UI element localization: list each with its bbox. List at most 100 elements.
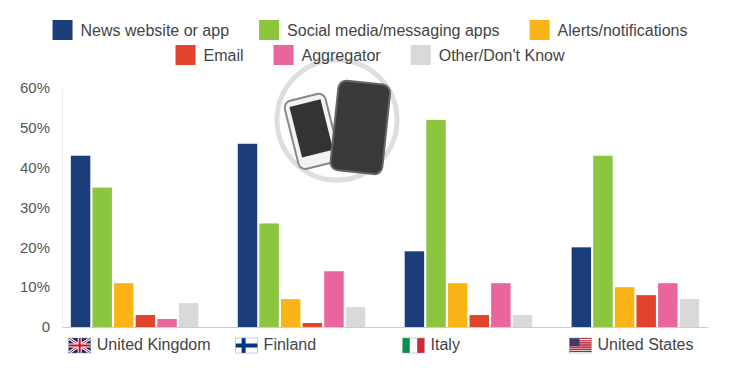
y-tick-label: 50% xyxy=(20,119,50,136)
legend-swatch xyxy=(53,20,73,40)
icon-phone-front xyxy=(330,80,391,175)
legend-label: Other/Don't Know xyxy=(439,47,565,64)
legend-swatch xyxy=(176,45,196,65)
legend-swatch xyxy=(411,45,431,65)
x-tick: United Kingdom xyxy=(69,327,211,353)
x-tick-label: United States xyxy=(597,336,693,353)
flag-part xyxy=(410,338,417,353)
flag-border xyxy=(69,338,91,353)
flag-part xyxy=(236,344,258,348)
bars xyxy=(71,120,699,327)
bar xyxy=(238,144,257,327)
y-tick: 50% xyxy=(20,119,62,136)
legend-item: News website or app xyxy=(53,20,230,40)
flag-border xyxy=(403,338,425,353)
bar xyxy=(303,323,322,327)
bar xyxy=(136,315,155,327)
flag-part xyxy=(569,351,591,352)
bar xyxy=(259,223,278,327)
flag-part xyxy=(69,345,91,347)
phone-icon xyxy=(277,60,397,180)
legend-label: Aggregator xyxy=(302,47,382,64)
flag-part xyxy=(569,347,591,348)
bar-series xyxy=(136,295,656,327)
flag-part xyxy=(236,338,258,353)
legend: News website or app Social media/messagin… xyxy=(53,20,688,65)
x-tick-label: United Kingdom xyxy=(97,336,211,353)
bar-series xyxy=(179,299,699,327)
flag-part xyxy=(69,338,91,353)
bar xyxy=(92,188,111,327)
x-axis-line xyxy=(63,327,709,328)
flag-part xyxy=(69,338,91,353)
icon-screen-back xyxy=(289,99,333,157)
y-tick-label: 10% xyxy=(20,278,50,295)
legend-item: Other/Don't Know xyxy=(411,45,565,65)
flag-part xyxy=(403,338,410,353)
y-tick-label: 30% xyxy=(20,199,50,216)
y-axis-line xyxy=(62,89,63,328)
bar xyxy=(470,315,489,327)
bar xyxy=(281,299,300,327)
y-axis: 0 10% 20% 30% 40% 50% 60% xyxy=(20,79,63,335)
legend-label: News website or app xyxy=(81,22,230,39)
y-tick: 60% xyxy=(20,79,62,96)
y-tick: 0 xyxy=(42,318,62,335)
legend-swatch xyxy=(530,20,550,40)
bar xyxy=(324,271,343,327)
y-tick: 30% xyxy=(20,199,62,216)
bar xyxy=(179,303,198,327)
flag xyxy=(69,338,91,353)
y-tick-label: 60% xyxy=(20,79,50,96)
x-tick: Finland xyxy=(236,327,316,353)
flag xyxy=(236,338,258,353)
flag-border xyxy=(569,338,591,353)
bar xyxy=(448,283,467,327)
bar xyxy=(491,283,510,327)
legend-label: Social media/messaging apps xyxy=(287,22,500,39)
legend-item: Social media/messaging apps xyxy=(259,20,500,40)
flag-part xyxy=(69,338,91,353)
flag-part xyxy=(569,347,591,348)
bar xyxy=(615,287,634,327)
flag-part xyxy=(569,351,591,352)
x-tick-label: Italy xyxy=(431,336,460,353)
bar-series xyxy=(71,144,591,327)
y-tick-label: 40% xyxy=(20,159,50,176)
bar xyxy=(658,283,677,327)
flag-part xyxy=(569,338,579,346)
bar xyxy=(346,307,365,327)
bar xyxy=(71,156,90,327)
bar xyxy=(680,299,699,327)
flag-part xyxy=(569,349,591,350)
flag xyxy=(403,338,425,353)
flag-border xyxy=(236,338,258,353)
legend-item: Email xyxy=(176,45,244,65)
flag-part xyxy=(569,349,591,350)
x-tick-label: Finland xyxy=(264,336,316,353)
legend-label: Alerts/notifications xyxy=(558,22,688,39)
chart: 0 10% 20% 30% 40% 50% 60% United Kingdom Finland… xyxy=(0,0,740,389)
bar xyxy=(572,247,591,327)
bar xyxy=(636,295,655,327)
bar xyxy=(426,120,445,327)
flag xyxy=(569,338,591,353)
y-tick: 10% xyxy=(20,278,62,295)
bar xyxy=(405,251,424,327)
legend-item: Aggregator xyxy=(274,45,382,65)
bar xyxy=(513,315,532,327)
x-tick: Italy xyxy=(403,327,469,353)
bar-series xyxy=(157,271,677,327)
bar-series xyxy=(92,120,612,327)
flag-part xyxy=(417,338,424,353)
legend-item: Alerts/notifications xyxy=(530,20,688,40)
y-tick: 20% xyxy=(20,239,62,256)
x-tick: United States xyxy=(569,327,693,353)
bar xyxy=(593,156,612,327)
y-tick-label: 0 xyxy=(42,318,50,335)
y-tick: 40% xyxy=(20,159,62,176)
legend-swatch xyxy=(274,45,294,65)
bar xyxy=(114,283,133,327)
legend-swatch xyxy=(259,20,279,40)
legend-label: Email xyxy=(204,47,244,64)
